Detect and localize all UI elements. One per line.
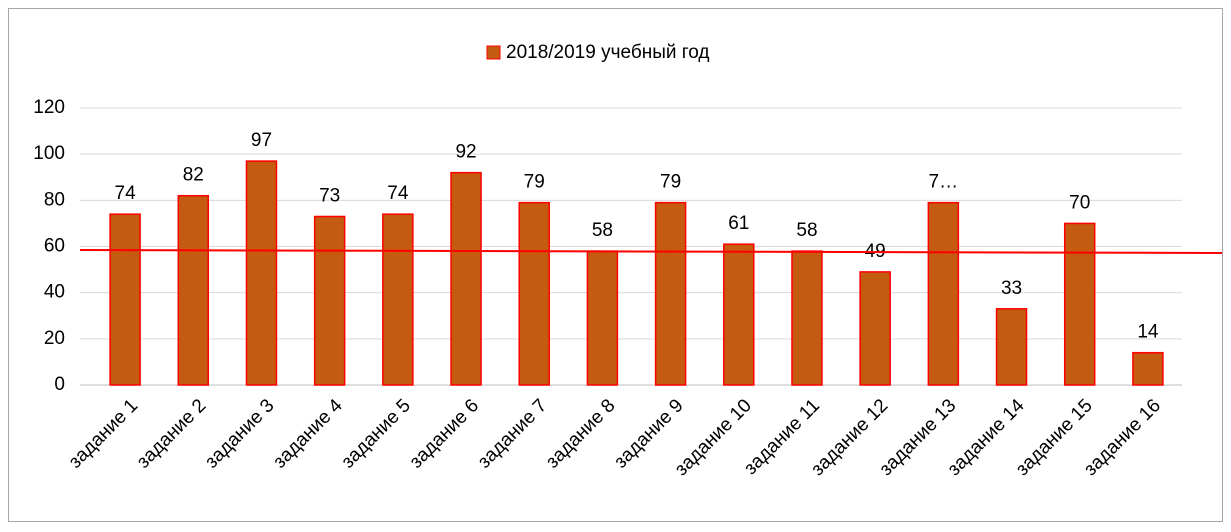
bar [723, 243, 755, 386]
data-label: 33 [1001, 278, 1022, 299]
bar [382, 213, 414, 386]
data-label: 70 [1069, 192, 1090, 213]
y-tick-label: 40 [44, 282, 65, 303]
bar [586, 250, 619, 386]
reference-line [79, 249, 1223, 254]
data-label: 58 [796, 220, 817, 241]
bar [859, 271, 891, 386]
legend-label: 2018/2019 учебный год [506, 42, 710, 63]
data-label: 92 [455, 142, 476, 163]
y-tick-label: 100 [33, 143, 65, 164]
bar [927, 201, 960, 386]
y-tick-label: 20 [44, 328, 65, 349]
bar [791, 250, 823, 386]
bar [995, 308, 1028, 386]
data-label: 82 [183, 165, 204, 186]
y-tick-label: 80 [44, 189, 65, 210]
bar [518, 201, 550, 386]
data-label: 61 [728, 213, 749, 234]
y-tick-label: 120 [33, 97, 65, 118]
legend-swatch [486, 45, 501, 60]
data-label: 7… [929, 172, 959, 193]
data-label: 74 [115, 183, 137, 204]
bar [177, 194, 210, 386]
bar [1063, 222, 1096, 386]
bar [450, 171, 482, 386]
data-label: 74 [387, 183, 409, 204]
bar [245, 160, 278, 386]
data-label: 79 [660, 172, 681, 193]
data-label: 73 [319, 186, 340, 207]
data-label: 97 [251, 130, 272, 151]
y-tick-label: 60 [44, 236, 65, 257]
bar [1132, 351, 1164, 386]
data-label: 14 [1137, 322, 1159, 343]
y-tick-label: 0 [54, 374, 65, 395]
data-label: 79 [524, 172, 545, 193]
bar [109, 213, 141, 386]
data-label: 58 [592, 220, 613, 241]
bar [313, 215, 346, 386]
bar [654, 201, 687, 386]
